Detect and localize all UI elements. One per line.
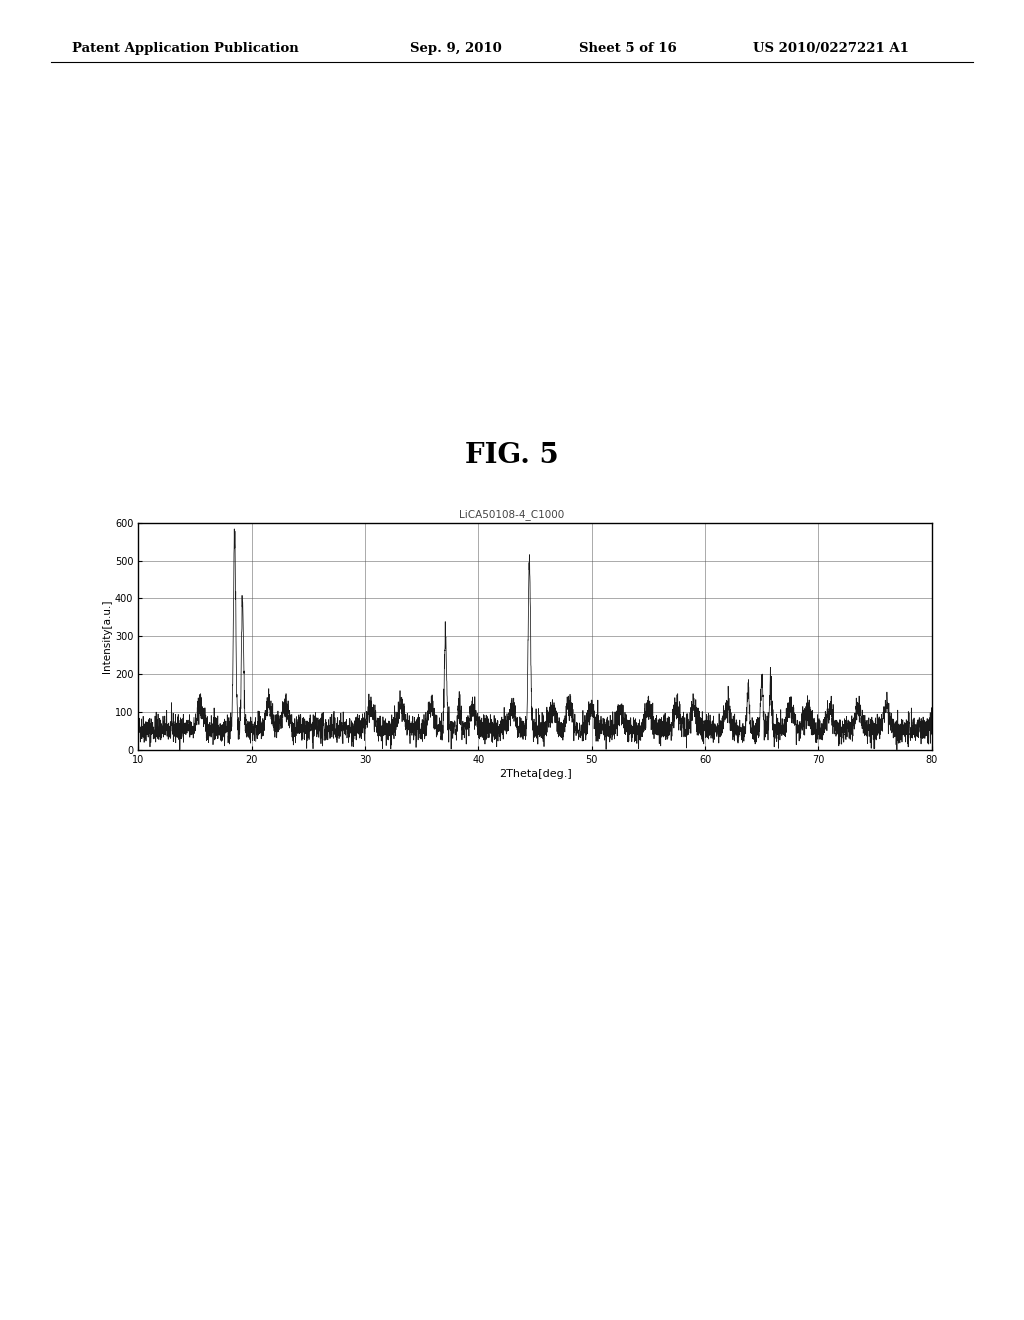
Text: Patent Application Publication: Patent Application Publication	[72, 42, 298, 55]
Text: LiCA50108-4_C1000: LiCA50108-4_C1000	[460, 510, 564, 520]
Text: Sheet 5 of 16: Sheet 5 of 16	[579, 42, 676, 55]
Text: Sep. 9, 2010: Sep. 9, 2010	[410, 42, 502, 55]
Text: FIG. 5: FIG. 5	[465, 442, 559, 469]
X-axis label: 2Theta[deg.]: 2Theta[deg.]	[499, 768, 571, 779]
Text: US 2010/0227221 A1: US 2010/0227221 A1	[753, 42, 908, 55]
Y-axis label: Intensity[a.u.]: Intensity[a.u.]	[102, 599, 112, 673]
